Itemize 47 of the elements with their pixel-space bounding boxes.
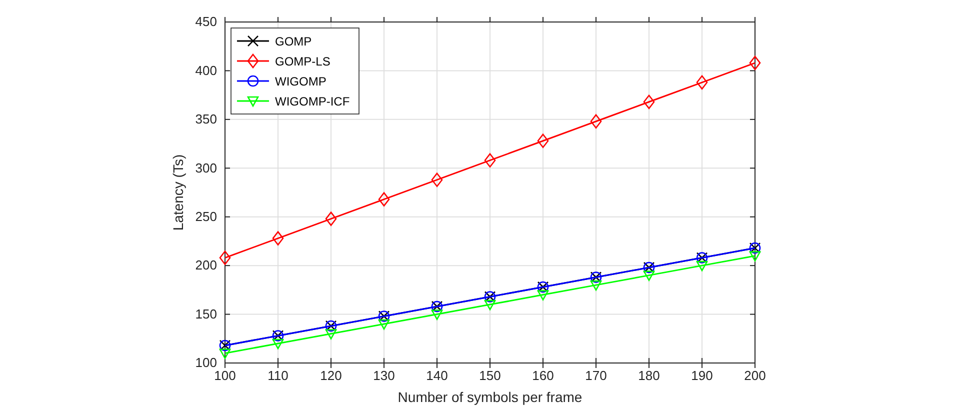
- legend-label: GOMP-LS: [275, 54, 330, 68]
- legend-label: WIGOMP-ICF: [275, 94, 350, 108]
- x-tick-label: 200: [744, 368, 766, 384]
- x-tick-label: 190: [691, 368, 713, 384]
- point: [537, 290, 549, 300]
- y-tick-label: 350: [195, 112, 217, 127]
- x-tick-label: 110: [268, 368, 288, 384]
- y-tick-label: 200: [195, 258, 217, 273]
- x-tick-label: 170: [585, 368, 607, 384]
- y-tick-label: 400: [195, 62, 217, 78]
- point: [643, 94, 655, 110]
- x-axis-title: Number of symbols per frame: [398, 389, 582, 405]
- point: [590, 114, 602, 129]
- x-tick-label: 140: [426, 368, 448, 384]
- x-tick-label: 180: [638, 368, 660, 384]
- point: [537, 134, 549, 148]
- legend-label: GOMP: [275, 34, 312, 48]
- x-tick-label: 130: [373, 368, 395, 384]
- point: [696, 75, 708, 90]
- point: [378, 192, 390, 206]
- x-tick-label: 150: [479, 368, 501, 384]
- legend-label: WIGOMP: [275, 74, 326, 88]
- point: [696, 260, 708, 272]
- point: [325, 329, 337, 340]
- point: [643, 270, 655, 281]
- point: [749, 56, 761, 70]
- point: [325, 212, 337, 226]
- y-tick-label: 250: [195, 209, 217, 224]
- point: [484, 153, 496, 168]
- y-axis-title: Latency (Ts): [170, 154, 186, 231]
- point: [749, 251, 761, 262]
- point: [484, 300, 496, 310]
- y-tick-label: 450: [195, 14, 217, 30]
- x-tick-label: 120: [320, 368, 342, 384]
- point: [378, 319, 390, 330]
- point: [272, 231, 284, 246]
- y-tick-label: 300: [195, 160, 217, 176]
- x-tick-label: 100: [214, 368, 236, 384]
- point: [272, 338, 284, 350]
- y-tick-label: 150: [195, 306, 217, 322]
- point: [219, 250, 231, 265]
- y-tick-label: 100: [195, 355, 217, 370]
- point: [219, 348, 231, 359]
- point: [431, 310, 443, 320]
- point: [431, 172, 443, 187]
- x-tick-label: 160: [532, 368, 554, 384]
- point: [590, 280, 602, 291]
